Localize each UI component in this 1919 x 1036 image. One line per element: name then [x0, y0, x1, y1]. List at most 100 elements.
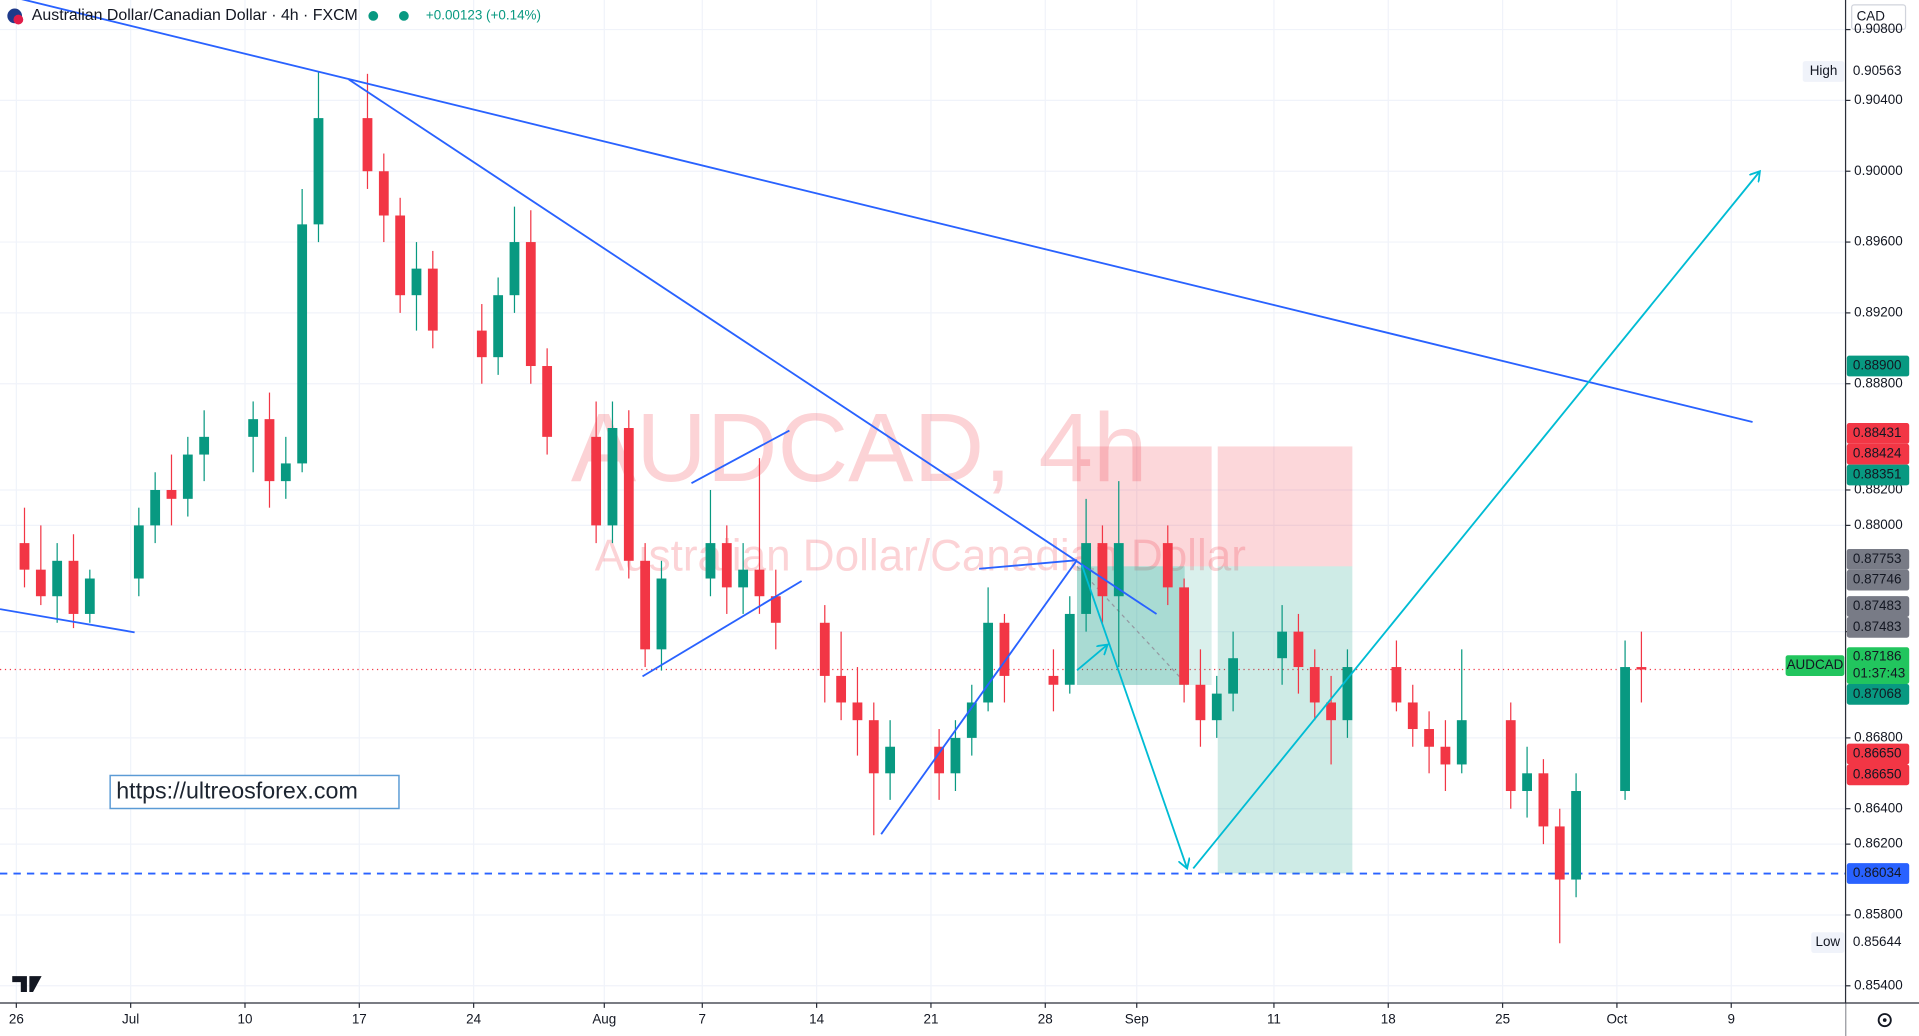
candle-body [738, 569, 749, 588]
candle-body [591, 436, 602, 526]
projection-arrow [1192, 171, 1760, 870]
candle-body [199, 436, 210, 455]
candle-body [934, 746, 945, 774]
x-tick-label: 24 [466, 1012, 481, 1027]
candle-body [84, 578, 95, 614]
price-badge [1846, 647, 1910, 684]
price-tag: Low [1815, 934, 1840, 949]
x-tick-label: 28 [1038, 1012, 1053, 1027]
flag-icon [13, 14, 24, 25]
y-tick-label: 0.89200 [1854, 304, 1903, 319]
candle-body [836, 675, 847, 703]
candle-body [1211, 693, 1222, 721]
candle-body [1097, 543, 1108, 597]
candle-body [885, 746, 896, 774]
candle-body [754, 569, 765, 597]
candle-body [1440, 746, 1451, 765]
symbol-title: Australian Dollar/Canadian Dollar · 4h ·… [32, 7, 358, 24]
price-badge [1846, 764, 1910, 786]
price-badge [1846, 464, 1910, 486]
candle-body [1195, 684, 1206, 721]
watermark-symbol: AUDCAD, 4h [571, 392, 1148, 502]
price-badge-label: 0.88900 [1853, 358, 1902, 373]
projection-arrows [1076, 171, 1760, 870]
channel-line [691, 429, 790, 484]
trend-line [0, 608, 135, 634]
candle-body [1293, 631, 1304, 668]
candle-body [656, 578, 667, 650]
link-frame [109, 774, 400, 810]
watermark: AUDCAD, 4h Australian Dollar/Canadian Do… [571, 392, 1246, 581]
y-tick-label: 0.88800 [1854, 375, 1903, 390]
candle-body [493, 295, 504, 358]
link-text: https://ultreosforex.com [116, 778, 358, 804]
candle-body [182, 454, 193, 499]
price-tag-bg [1785, 655, 1845, 677]
candle-body [999, 622, 1010, 676]
settings-icon[interactable] [1877, 1013, 1892, 1028]
candle-body [509, 242, 520, 296]
y-tick-label: 0.86200 [1854, 836, 1903, 851]
status-dot [398, 11, 409, 21]
target-zone [1184, 566, 1212, 685]
candle-body [770, 596, 781, 623]
candle-body [1636, 667, 1647, 670]
channel-line [880, 559, 1078, 835]
candle-body [1571, 791, 1581, 880]
y-tick-label: 0.86800 [1854, 729, 1903, 744]
y-tick-label: 0.90000 [1854, 163, 1903, 178]
time-axis-bg [0, 1002, 1846, 1036]
settings-button[interactable] [1877, 1013, 1892, 1028]
price-badge-label: 0.87186 [1853, 649, 1902, 664]
candle-body [868, 720, 879, 774]
time-axis [0, 1002, 1919, 1036]
candle-body [640, 560, 651, 650]
x-tick-label: Oct [1606, 1012, 1627, 1027]
x-tick-label: 14 [809, 1012, 824, 1027]
stop-zone [1217, 446, 1353, 567]
trend-line [21, 0, 1753, 423]
price-badge-label: 0.88351 [1853, 467, 1902, 482]
y-tick-label: 0.85800 [1854, 907, 1903, 922]
candle-body [983, 622, 994, 703]
x-tick-label: Jul [122, 1012, 139, 1027]
candle-body [411, 268, 422, 296]
price-badge-label: 0.88431 [1853, 425, 1902, 440]
price-badge-label: 0.85644 [1853, 934, 1902, 949]
candle-body [1064, 613, 1075, 685]
candle-body [721, 543, 732, 588]
candle-body [1505, 720, 1516, 792]
position-link [1076, 565, 1188, 686]
candle-body [1162, 543, 1173, 588]
price-badges: 0.90563 High 0.88900 0.88431 0.88424 0.88351 0… [1785, 61, 1910, 953]
candle-body [966, 702, 977, 738]
candle-body [19, 543, 30, 570]
candle-body [1522, 773, 1532, 792]
price-badge [1846, 743, 1910, 765]
candle-body [264, 419, 275, 482]
candle-body [52, 560, 63, 597]
candle-body [607, 427, 618, 526]
candle-body [1228, 658, 1239, 694]
currency-label[interactable]: CAD [1857, 9, 1886, 24]
price-badge-label: 0.87068 [1853, 686, 1902, 701]
price-countdown: 01:37:43 [1853, 666, 1905, 681]
currency-button[interactable] [1851, 4, 1907, 30]
candles [19, 72, 1647, 944]
settings-icon[interactable] [1882, 1018, 1887, 1022]
candle-body [166, 489, 177, 499]
price-badge [1846, 616, 1910, 638]
price-badge [1846, 596, 1910, 617]
price-badge [1846, 443, 1910, 465]
price-tag-bg [1802, 61, 1845, 82]
price-badge [1846, 863, 1910, 884]
candle-body [1048, 675, 1059, 685]
candle-body [819, 622, 830, 676]
header: Australian Dollar/Canadian Dollar · 4h ·… [7, 7, 541, 25]
y-tick-label: 0.90400 [1854, 92, 1903, 107]
candle-body [1538, 773, 1549, 827]
price-badge-label: 0.86650 [1853, 746, 1902, 761]
price-badge-label: 0.87746 [1853, 572, 1902, 587]
